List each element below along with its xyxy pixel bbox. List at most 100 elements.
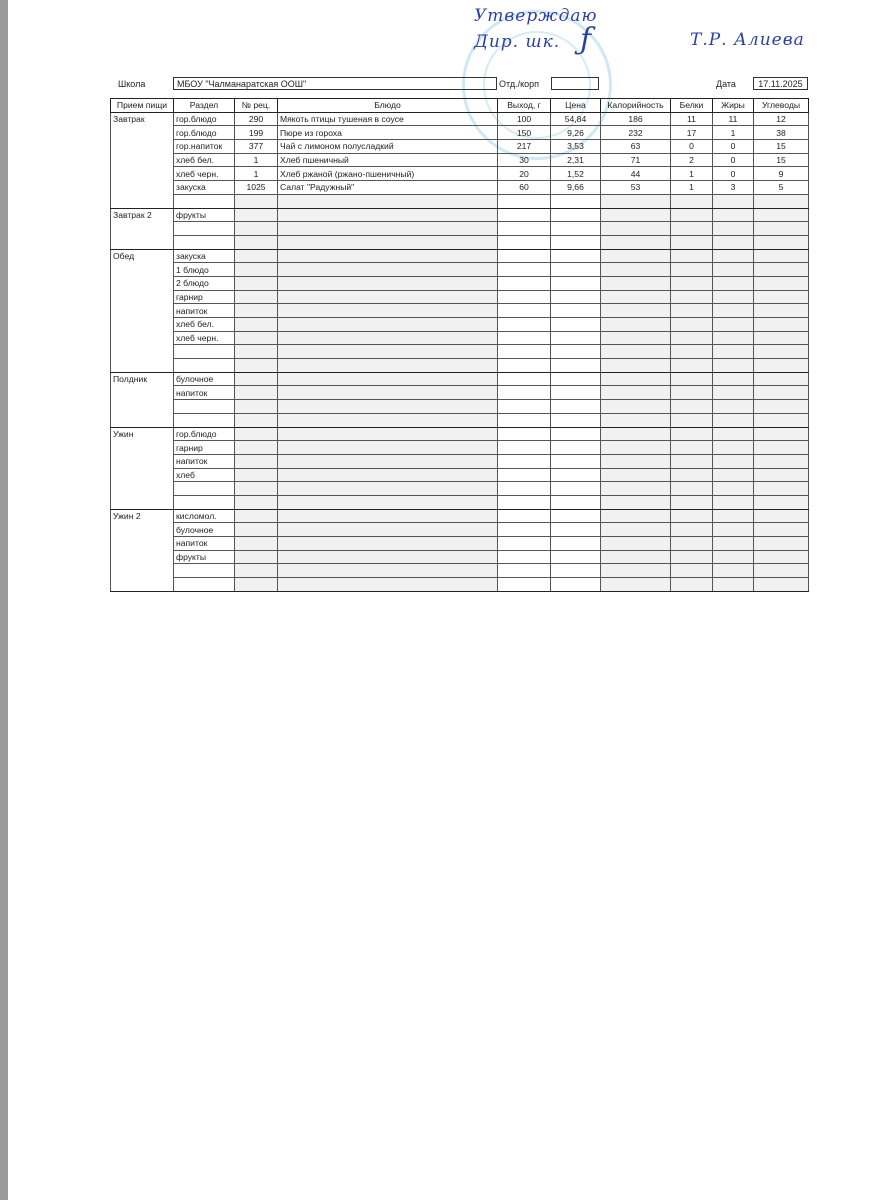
dish-cell (277, 262, 498, 277)
table-row (111, 577, 809, 592)
fat-cell: 11 (712, 111, 754, 127)
dish-cell (277, 289, 498, 305)
portion-cell: 217 (497, 139, 551, 154)
protein-cell (670, 453, 713, 469)
calories-cell: 63 (600, 139, 671, 154)
price-cell (550, 330, 601, 346)
fat-cell (712, 399, 754, 414)
price-cell (550, 193, 601, 209)
fat-cell: 0 (712, 152, 754, 168)
carbs-cell (753, 563, 809, 579)
recipe-no-cell (234, 440, 278, 455)
table-row: гор.блюдо 199 Пюре из гороха 150 9,26 232 17 1 3… (111, 125, 809, 141)
protein-cell (670, 275, 713, 291)
fat-cell (712, 494, 754, 510)
calories-cell (600, 358, 671, 373)
carbs-cell: 38 (753, 125, 809, 141)
portion-cell (497, 344, 551, 360)
carbs-cell (753, 358, 809, 373)
dish-cell (277, 412, 498, 428)
section-cell: закуска (173, 180, 235, 195)
price-cell (550, 536, 601, 551)
table-row: хлеб черн. (111, 330, 809, 346)
date-field[interactable]: 17.11.2025 (753, 77, 808, 90)
section-cell: напиток (173, 303, 235, 318)
fat-cell (712, 344, 754, 360)
carbs-cell (753, 399, 809, 414)
recipe-no-cell (234, 481, 278, 496)
dish-cell: Чай с лимоном полусладкий (277, 139, 498, 154)
carbs-cell (753, 275, 809, 291)
carbs-cell: 12 (753, 111, 809, 127)
dish-cell (277, 440, 498, 455)
price-cell: 9,66 (550, 180, 601, 195)
recipe-no-cell (234, 358, 278, 373)
recipe-no-cell (234, 262, 278, 277)
protein-cell (670, 303, 713, 318)
recipe-no-cell (234, 207, 278, 223)
portion-cell (497, 399, 551, 414)
fat-cell: 0 (712, 166, 754, 182)
table-row: Ужин гор.блюдо (110, 426, 809, 510)
recipe-no-cell (234, 248, 278, 264)
table-row: хлеб черн. 1 Хлеб ржаной (ржано-пшеничный)… (111, 166, 809, 182)
section-cell: хлеб бел. (173, 317, 235, 332)
table-row (111, 563, 809, 579)
dish-cell (277, 303, 498, 318)
fat-cell (712, 234, 754, 250)
column-header: Выход, г (497, 98, 551, 113)
protein-cell (670, 508, 713, 524)
dept-label: Отд./корп (499, 79, 539, 89)
carbs-cell (753, 262, 809, 277)
school-field[interactable]: МБОУ "Чалманаратская ООШ" (173, 77, 497, 90)
protein-cell (670, 494, 713, 510)
carbs-cell (753, 303, 809, 318)
recipe-no-cell (234, 494, 278, 510)
protein-cell: 1 (670, 180, 713, 195)
fat-cell (712, 385, 754, 401)
fat-cell: 3 (712, 180, 754, 195)
protein-cell (670, 317, 713, 332)
portion-cell (497, 412, 551, 428)
fat-cell (712, 358, 754, 373)
recipe-no-cell (234, 371, 278, 387)
table-row: гарнир (111, 289, 809, 305)
section-cell (173, 221, 235, 236)
calories-cell (600, 399, 671, 414)
recipe-no-cell: 1 (234, 152, 278, 168)
portion-cell (497, 440, 551, 455)
approval-name: Т.Р. Алиева (690, 30, 805, 50)
calories-cell (600, 494, 671, 510)
recipe-no-cell (234, 577, 278, 592)
dish-cell (277, 549, 498, 565)
price-cell (550, 275, 601, 291)
section-cell: напиток (173, 453, 235, 469)
portion-cell (497, 426, 551, 442)
price-cell (550, 549, 601, 565)
price-cell: 2,31 (550, 152, 601, 168)
section-cell: гарнир (173, 440, 235, 455)
portion-cell (497, 563, 551, 579)
column-header: № рец. (234, 98, 278, 113)
calories-cell (600, 467, 671, 483)
protein-cell (670, 221, 713, 236)
dept-field[interactable] (551, 77, 599, 90)
dish-cell (277, 275, 498, 291)
recipe-no-cell (234, 275, 278, 291)
protein-cell (670, 248, 713, 264)
portion-cell (497, 453, 551, 469)
dish-cell: Пюре из гороха (277, 125, 498, 141)
portion-cell (497, 467, 551, 483)
section-cell (173, 234, 235, 250)
section-cell (173, 481, 235, 496)
price-cell (550, 303, 601, 318)
fat-cell (712, 440, 754, 455)
price-cell (550, 508, 601, 524)
table-row: напиток (111, 385, 809, 401)
calories-cell (600, 303, 671, 318)
carbs-cell (753, 221, 809, 236)
column-header: Блюдо (277, 98, 498, 113)
calories-cell (600, 453, 671, 469)
dish-cell (277, 536, 498, 551)
dish-cell (277, 221, 498, 236)
